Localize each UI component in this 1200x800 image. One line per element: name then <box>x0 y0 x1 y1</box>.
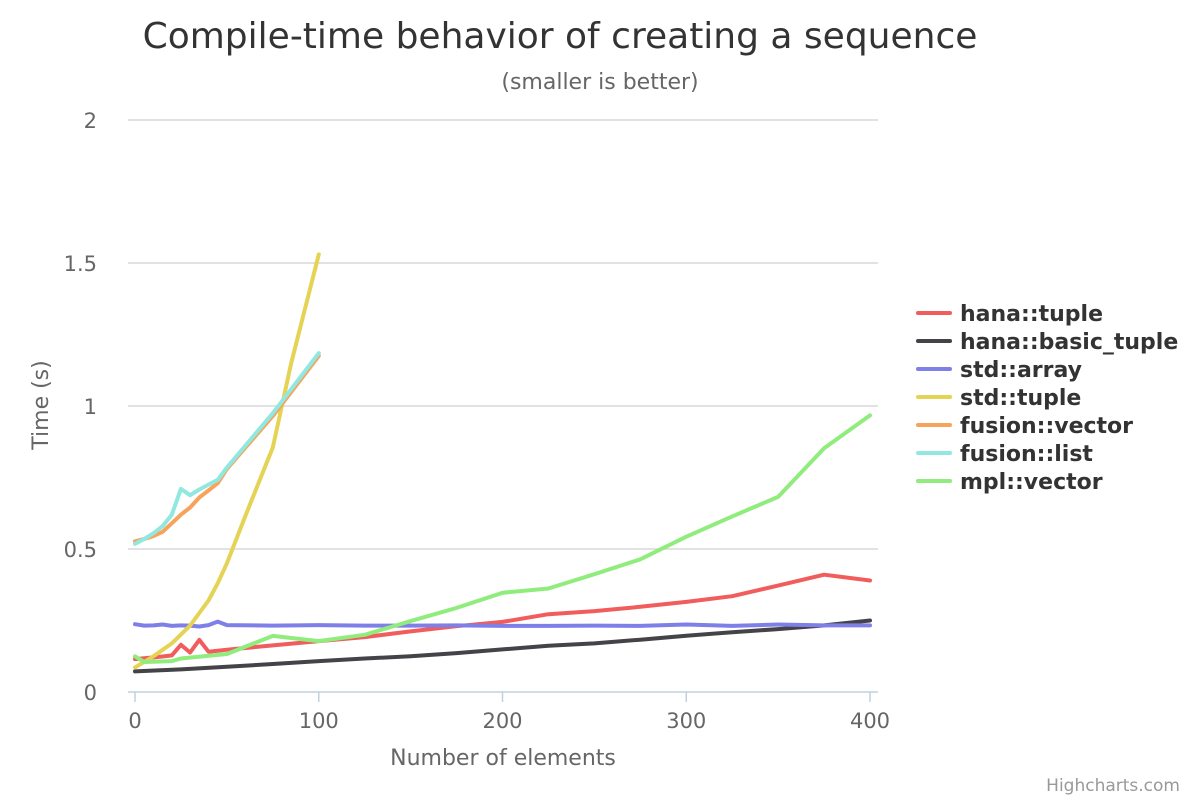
series-line-hana-basic-tuple[interactable] <box>133 618 872 674</box>
y-tick-label: 2 <box>84 109 97 133</box>
legend-label: fusion::vector <box>960 414 1133 439</box>
legend-label: fusion::list <box>960 442 1093 467</box>
series-line-fusion-vector[interactable] <box>133 353 321 544</box>
series-line-std-array[interactable] <box>133 619 872 629</box>
chart-title: Compile-time behavior of creating a sequ… <box>143 16 978 57</box>
series-lines <box>133 252 872 674</box>
y-tick-label: 0 <box>84 681 97 705</box>
x-tick-label: 100 <box>299 709 339 733</box>
legend-item[interactable]: fusion::vector <box>916 414 1133 439</box>
y-axis-title: Time (s) <box>29 360 54 450</box>
legend-item[interactable]: hana::tuple <box>916 302 1103 327</box>
y-tick-label: 0.5 <box>64 538 97 562</box>
legend-label: hana::basic_tuple <box>960 330 1178 355</box>
legend-item[interactable]: hana::basic_tuple <box>916 330 1178 355</box>
x-tick-label: 400 <box>850 709 890 733</box>
y-tick-label: 1 <box>84 395 97 419</box>
credits-link[interactable]: Highcharts.com <box>1046 776 1180 796</box>
axes: 0 0.5 1 1.5 2 0 100 200 300 400 <box>64 109 890 733</box>
legend-item[interactable]: fusion::list <box>916 442 1093 467</box>
legend-label: std::array <box>960 358 1082 383</box>
x-tick-label: 200 <box>482 709 522 733</box>
legend-item[interactable]: std::tuple <box>916 386 1081 411</box>
series-line-std-tuple[interactable] <box>133 252 321 670</box>
legend: hana::tuplehana::basic_tuplestd::arrayst… <box>916 302 1178 495</box>
legend-item[interactable]: mpl::vector <box>916 470 1103 495</box>
y-tick-label: 1.5 <box>64 252 97 276</box>
legend-label: std::tuple <box>960 386 1081 411</box>
grid-lines <box>128 119 878 550</box>
series-line-fusion-list[interactable] <box>133 351 321 546</box>
x-axis-title: Number of elements <box>390 746 616 771</box>
x-tick-label: 0 <box>128 709 141 733</box>
series-line-mpl-vector[interactable] <box>133 413 872 664</box>
legend-item[interactable]: std::array <box>916 358 1082 383</box>
legend-label: mpl::vector <box>960 470 1103 495</box>
x-tick-label: 300 <box>666 709 706 733</box>
legend-label: hana::tuple <box>960 302 1103 327</box>
chart-subtitle: (smaller is better) <box>501 70 698 95</box>
